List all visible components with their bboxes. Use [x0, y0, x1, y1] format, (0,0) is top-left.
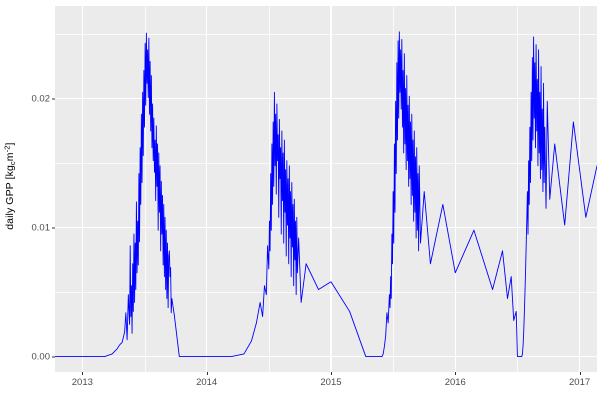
gridline-minor-x — [268, 6, 270, 372]
gridline-major-y — [55, 355, 597, 358]
gridline-major-x — [454, 6, 456, 372]
y-axis-tick-labels: 0.00 0.01 0.02 — [18, 0, 51, 372]
x-axis-tick-mark — [82, 372, 84, 375]
gridline-major-x — [205, 6, 208, 372]
gridline-major-x — [81, 6, 84, 372]
y-axis-tick-mark — [52, 227, 55, 229]
x-axis-tick-mark — [330, 372, 332, 375]
y-axis-tick-mark — [52, 356, 55, 358]
gridline-major-y — [55, 98, 597, 100]
y-axis-tick-label: 0.02 — [31, 93, 51, 105]
y-axis-title-suffix: ] — [4, 142, 17, 146]
x-axis-tick-label: 2017 — [569, 377, 591, 388]
y-axis-title-mid: m — [4, 152, 17, 162]
x-axis-tick-mark — [579, 372, 581, 375]
x-axis-tick-mark — [206, 372, 208, 375]
y-axis-tick-mark — [52, 98, 55, 100]
x-axis-tick-labels: 2013 2014 2015 2016 2017 — [55, 377, 597, 393]
gridline-major-y — [55, 226, 597, 229]
x-axis-tick-marks — [55, 372, 597, 376]
gridline-major-x — [578, 6, 581, 372]
y-axis-tick-label: 0.01 — [31, 222, 51, 234]
x-axis-tick-label: 2015 — [320, 377, 342, 388]
x-axis-tick-label: 2016 — [444, 377, 466, 388]
plot-panel — [55, 6, 597, 372]
y-axis-tick-label: 0.00 — [31, 351, 51, 363]
y-axis-title-prefix: daily GPP [kg — [4, 164, 17, 230]
y-axis-title-superscript: -2 — [2, 145, 12, 153]
series-layer — [55, 31, 597, 357]
y-axis-title-subscript: c — [8, 161, 18, 165]
gridline-minor-y — [55, 292, 597, 293]
x-axis-tick-mark — [455, 372, 457, 375]
gridline-minor-y — [55, 163, 597, 165]
series-line-daily-gpp — [55, 31, 597, 357]
gridline-major-x — [330, 6, 332, 372]
x-axis-tick-label: 2014 — [196, 377, 218, 388]
y-axis-tick-marks — [51, 0, 55, 372]
y-axis-title: daily GPP [kgcm-2] — [0, 0, 20, 372]
gridline-minor-x — [144, 6, 146, 372]
gridline-minor-x — [393, 6, 394, 372]
gridline-minor-y — [55, 34, 597, 36]
x-axis-tick-label: 2013 — [71, 377, 93, 388]
gridline-minor-x — [517, 6, 519, 372]
